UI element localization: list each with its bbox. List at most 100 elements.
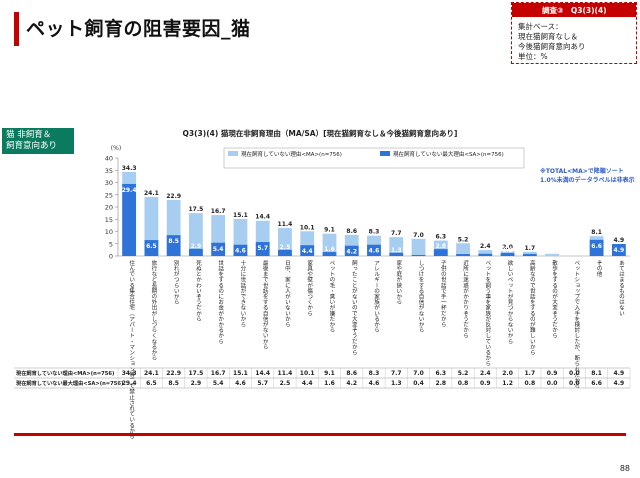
bar-sa: [433, 249, 448, 256]
bar-sa: [344, 245, 359, 256]
survey-lines: 集計ベース： 現在猫飼育なし＆ 今後猫飼育意向あり 単位：%: [518, 22, 586, 62]
table-cell: 17.5: [189, 370, 204, 377]
table-cell: 0.4: [413, 380, 424, 387]
category-label: 死ぬとかわいそうだから: [195, 260, 202, 323]
table-cell: 0.0: [569, 380, 580, 387]
bar-sa: [589, 239, 604, 256]
table-cell: 24.1: [144, 370, 159, 377]
segment-label-line2: 飼育意向あり: [6, 141, 58, 151]
table-cell: 8.3: [369, 370, 380, 377]
segment-label-line1: 猫 非飼育＆: [6, 130, 52, 140]
table-cell: 22.9: [166, 370, 181, 377]
table-cell: 0.8: [525, 380, 536, 387]
bar-sa: [456, 254, 470, 256]
data-label-ma: 6.3: [435, 234, 446, 241]
data-label-ma: 5.2: [458, 236, 469, 243]
table-cell: 6.6: [591, 380, 602, 387]
survey-info-box: 調査③ Q3(3)(4) 集計ベース： 現在猫飼育なし＆ 今後猫飼育意向あり 単…: [511, 2, 637, 64]
bar-sa: [300, 245, 315, 256]
y-tick-label: 15: [105, 216, 113, 224]
data-label-ma: 4.9: [614, 237, 625, 244]
survey-base-label: 集計ベース：: [518, 22, 563, 31]
table-cell: 4.2: [346, 380, 357, 387]
data-label-ma: 34.3: [122, 165, 137, 172]
category-label: あてはまるものはない: [618, 260, 625, 316]
bar-ma: [189, 213, 203, 256]
data-label-sa: 6.5: [146, 243, 157, 250]
table-cell: 8.5: [168, 380, 179, 387]
survey-unit: 単位：%: [518, 52, 548, 61]
bar-sa: [166, 235, 181, 256]
table-cell: 8.6: [346, 370, 357, 377]
table-cell: 10.1: [300, 370, 315, 377]
bar-sa: [367, 244, 381, 256]
table-cell: 4.4: [302, 380, 313, 387]
table-cell: 1.6: [324, 380, 335, 387]
bar-ma: [322, 233, 337, 256]
table-cell: 1.7: [525, 370, 536, 377]
table-row-label: 現在飼育していない最大理由<SA>(n=756): [16, 379, 123, 387]
legend-swatch-sa: [380, 151, 390, 156]
chart-title: Q3(3)(4) 猫現在非飼育理由（MA/SA）[現在猫飼育なし＆今後猫飼育意向…: [182, 129, 458, 138]
data-label-ma: 2.4: [480, 243, 491, 250]
page-number: 88: [619, 464, 630, 473]
data-label-ma: 8.1: [591, 229, 602, 236]
page-title: ペット飼育の阻害要因_猫: [26, 18, 251, 40]
table-cell: 29.4: [122, 380, 137, 387]
table-cell: 14.4: [255, 370, 270, 377]
category-label: 家具や壁が傷つくから: [306, 259, 313, 317]
table-row-label: 現在飼育していない理由<MA>(n=756): [16, 369, 114, 377]
bar-ma: [389, 237, 404, 256]
table-cell: 11.4: [278, 370, 293, 377]
data-label-ma: 17.5: [189, 206, 204, 213]
bar-sa: [144, 240, 159, 256]
note-line2: 1.0%未満のデータラベルは非表示: [540, 177, 635, 184]
data-label-ma: 10.1: [300, 224, 315, 231]
table-cell: 5.4: [213, 380, 224, 387]
y-tick-label: 10: [105, 228, 113, 236]
bar-sa: [389, 252, 404, 256]
data-label-ma: 15.1: [233, 212, 248, 219]
survey-tab: 調査③ Q3(3)(4): [512, 3, 636, 17]
table-cell: 9.1: [324, 370, 335, 377]
data-label-sa: 4.9: [614, 247, 625, 254]
category-label: 散歩をするのが大変そうだから: [551, 259, 558, 340]
table-cell: 6.5: [146, 380, 157, 387]
category-label: 家や庭が狭いから: [395, 259, 402, 306]
bar-ma: [456, 243, 470, 256]
legend-label-sa: 現在飼育していない最大理由<SA>(n=756): [393, 150, 504, 158]
bar-sa: [278, 249, 292, 256]
y-tick-label: 20: [105, 204, 113, 212]
table-cell: 6.3: [435, 370, 446, 377]
data-label-sa: 1.6: [324, 246, 335, 253]
table-cell: 7.7: [391, 370, 402, 377]
table-cell: 0.9: [480, 380, 491, 387]
table-cell: 2.8: [435, 380, 446, 387]
bar-ma: [522, 251, 537, 256]
table-cell: 1.2: [502, 380, 513, 387]
category-label: しつけをする自信がないから: [418, 260, 425, 334]
category-label: 旅行など長期の外出がしづらくなるから: [150, 259, 157, 362]
category-label: 別れがつらいから: [173, 259, 180, 306]
table-cell: 16.7: [211, 370, 226, 377]
bar-sa: [522, 254, 537, 256]
y-tick-label: 0: [109, 253, 113, 261]
table-cell: 7.0: [413, 370, 424, 377]
bar-sa: [189, 248, 203, 256]
bar-sa: [255, 242, 270, 256]
bar-ma: [411, 238, 426, 256]
category-label: ペットの毛・臭いが嫌だから: [328, 260, 335, 334]
category-label: 十分に世話ができないから: [239, 259, 246, 329]
table-cell: 0.0: [569, 370, 580, 377]
table-cell: 4.6: [369, 380, 380, 387]
note-line1: ※TOTAL<MA>で降順ソート: [540, 168, 624, 175]
data-label-sa: 5.4: [213, 246, 224, 253]
bar-ma: [478, 250, 493, 256]
table-cell: 4.6: [235, 380, 246, 387]
data-label-ma: 2.0: [502, 244, 513, 251]
table-cell: 4.9: [614, 380, 625, 387]
category-label: その他: [596, 260, 603, 278]
table-cell: 2.9: [191, 380, 202, 387]
table-cell: 34.3: [122, 370, 137, 377]
category-label: 日中、家に人がいないから: [284, 260, 291, 329]
